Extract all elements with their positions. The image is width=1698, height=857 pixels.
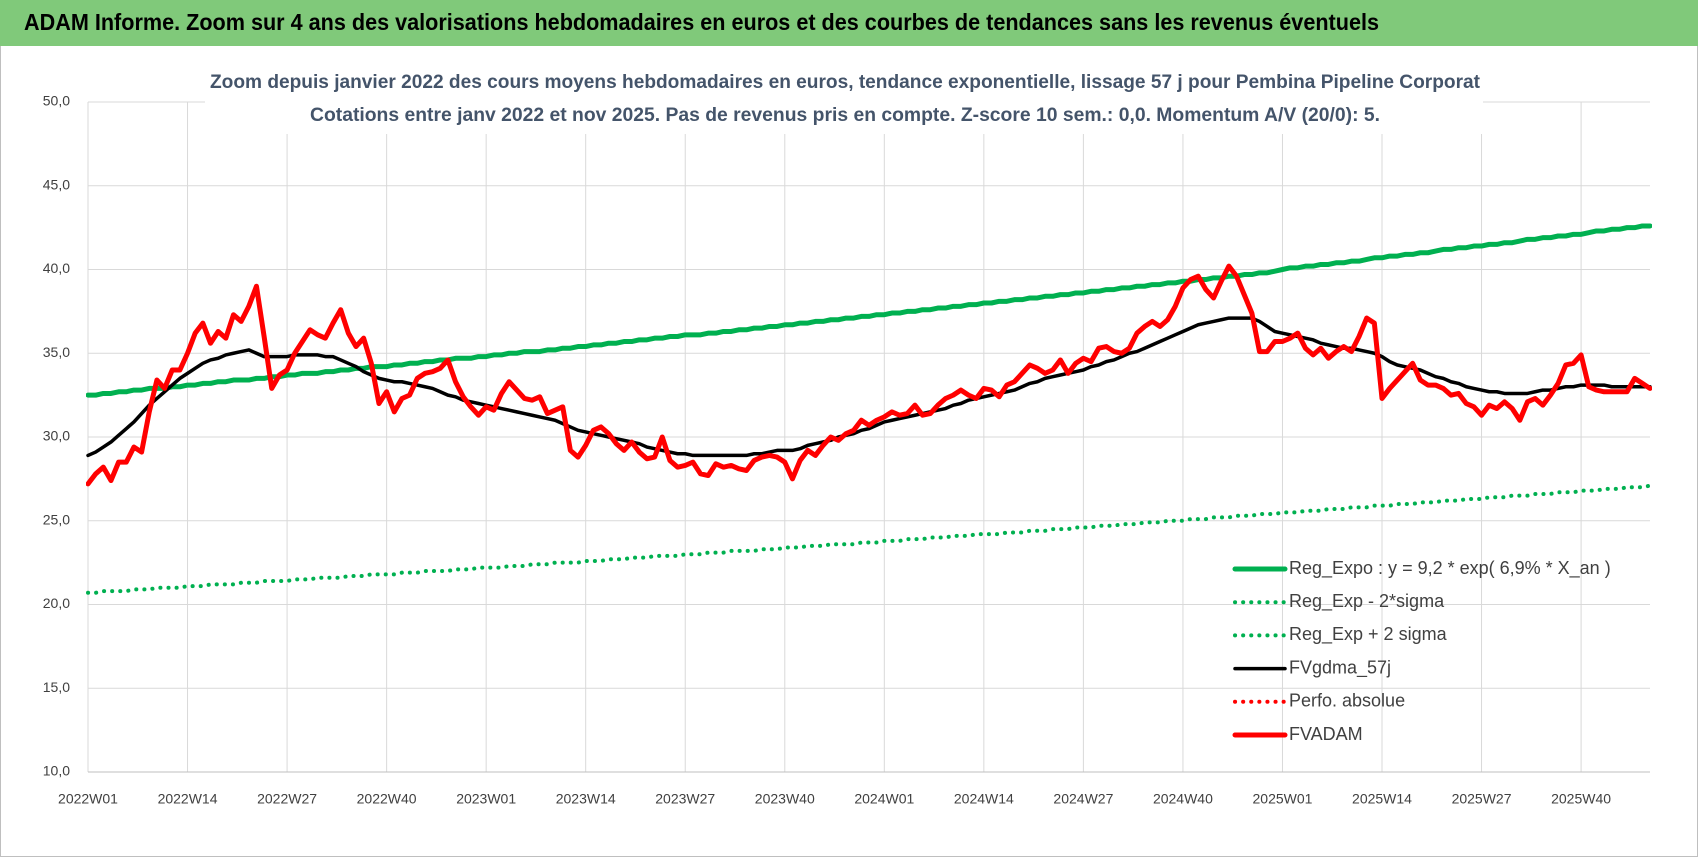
legend-label: Reg_Exp - 2*sigma (1289, 591, 1445, 612)
x-tick-label: 2025W27 (1452, 791, 1512, 807)
y-tick-label: 30,0 (43, 428, 70, 444)
x-tick-label: 2023W27 (655, 791, 715, 807)
legend-label: FVgdma_57j (1289, 657, 1391, 678)
y-tick-label: 10,0 (43, 763, 70, 779)
series-line (86, 223, 1652, 398)
grid (87, 101, 1650, 773)
y-tick-label: 15,0 (43, 679, 70, 695)
x-tick-label: 2024W40 (1153, 791, 1213, 807)
x-tick-label: 2025W01 (1253, 791, 1313, 807)
series-line (86, 316, 1652, 458)
plot (86, 223, 1652, 595)
x-tick-label: 2024W27 (1053, 791, 1113, 807)
legend-label: FVADAM (1289, 724, 1363, 744)
x-tick-label: 2023W40 (755, 791, 815, 807)
legend: Reg_Expo : y = 9,2 * exp( 6,9% * X_an ) R… (1232, 558, 1611, 744)
legend-label: Reg_Expo : y = 9,2 * exp( 6,9% * X_an ) (1289, 558, 1611, 579)
series-line (86, 483, 1652, 595)
x-tick-label: 2023W01 (456, 791, 516, 807)
x-tick-label: 2022W14 (158, 791, 218, 807)
y-tick-label: 45,0 (43, 176, 70, 192)
legend-label: Reg_Exp + 2 sigma (1289, 624, 1448, 645)
y-tick-label: 25,0 (43, 511, 70, 527)
x-tick-label: 2022W27 (257, 791, 317, 807)
x-tick-label: 2025W14 (1352, 791, 1412, 807)
header-bar (0, 0, 1698, 46)
series-line (86, 263, 1652, 487)
chart-title: Zoom depuis janvier 2022 des cours moyen… (210, 72, 1481, 93)
x-tick-label: 2024W14 (954, 791, 1014, 807)
y-tick-label: 20,0 (43, 595, 70, 611)
chart-subtitle: Cotations entre janv 2022 et nov 2025. P… (310, 105, 1380, 126)
x-tick-label: 2022W01 (58, 791, 118, 807)
title-backdrop (205, 66, 1483, 134)
y-tick-label: 50,0 (43, 93, 70, 109)
y-tick-label: 35,0 (43, 344, 70, 360)
y-tick-label: 40,0 (43, 260, 70, 276)
header-title: ADAM Informe. Zoom sur 4 ans des valoris… (24, 9, 1379, 35)
x-tick-label: 2024W01 (854, 791, 914, 807)
x-tick-label: 2022W40 (357, 791, 417, 807)
legend-label: Perfo. absolue (1289, 691, 1405, 711)
x-tick-label: 2025W40 (1551, 791, 1611, 807)
x-tick-label: 2023W14 (556, 791, 616, 807)
axes: 10,0 15,0 20,0 25,0 30,0 35,0 40,0 45,0 50,0 2022… (43, 93, 1650, 807)
